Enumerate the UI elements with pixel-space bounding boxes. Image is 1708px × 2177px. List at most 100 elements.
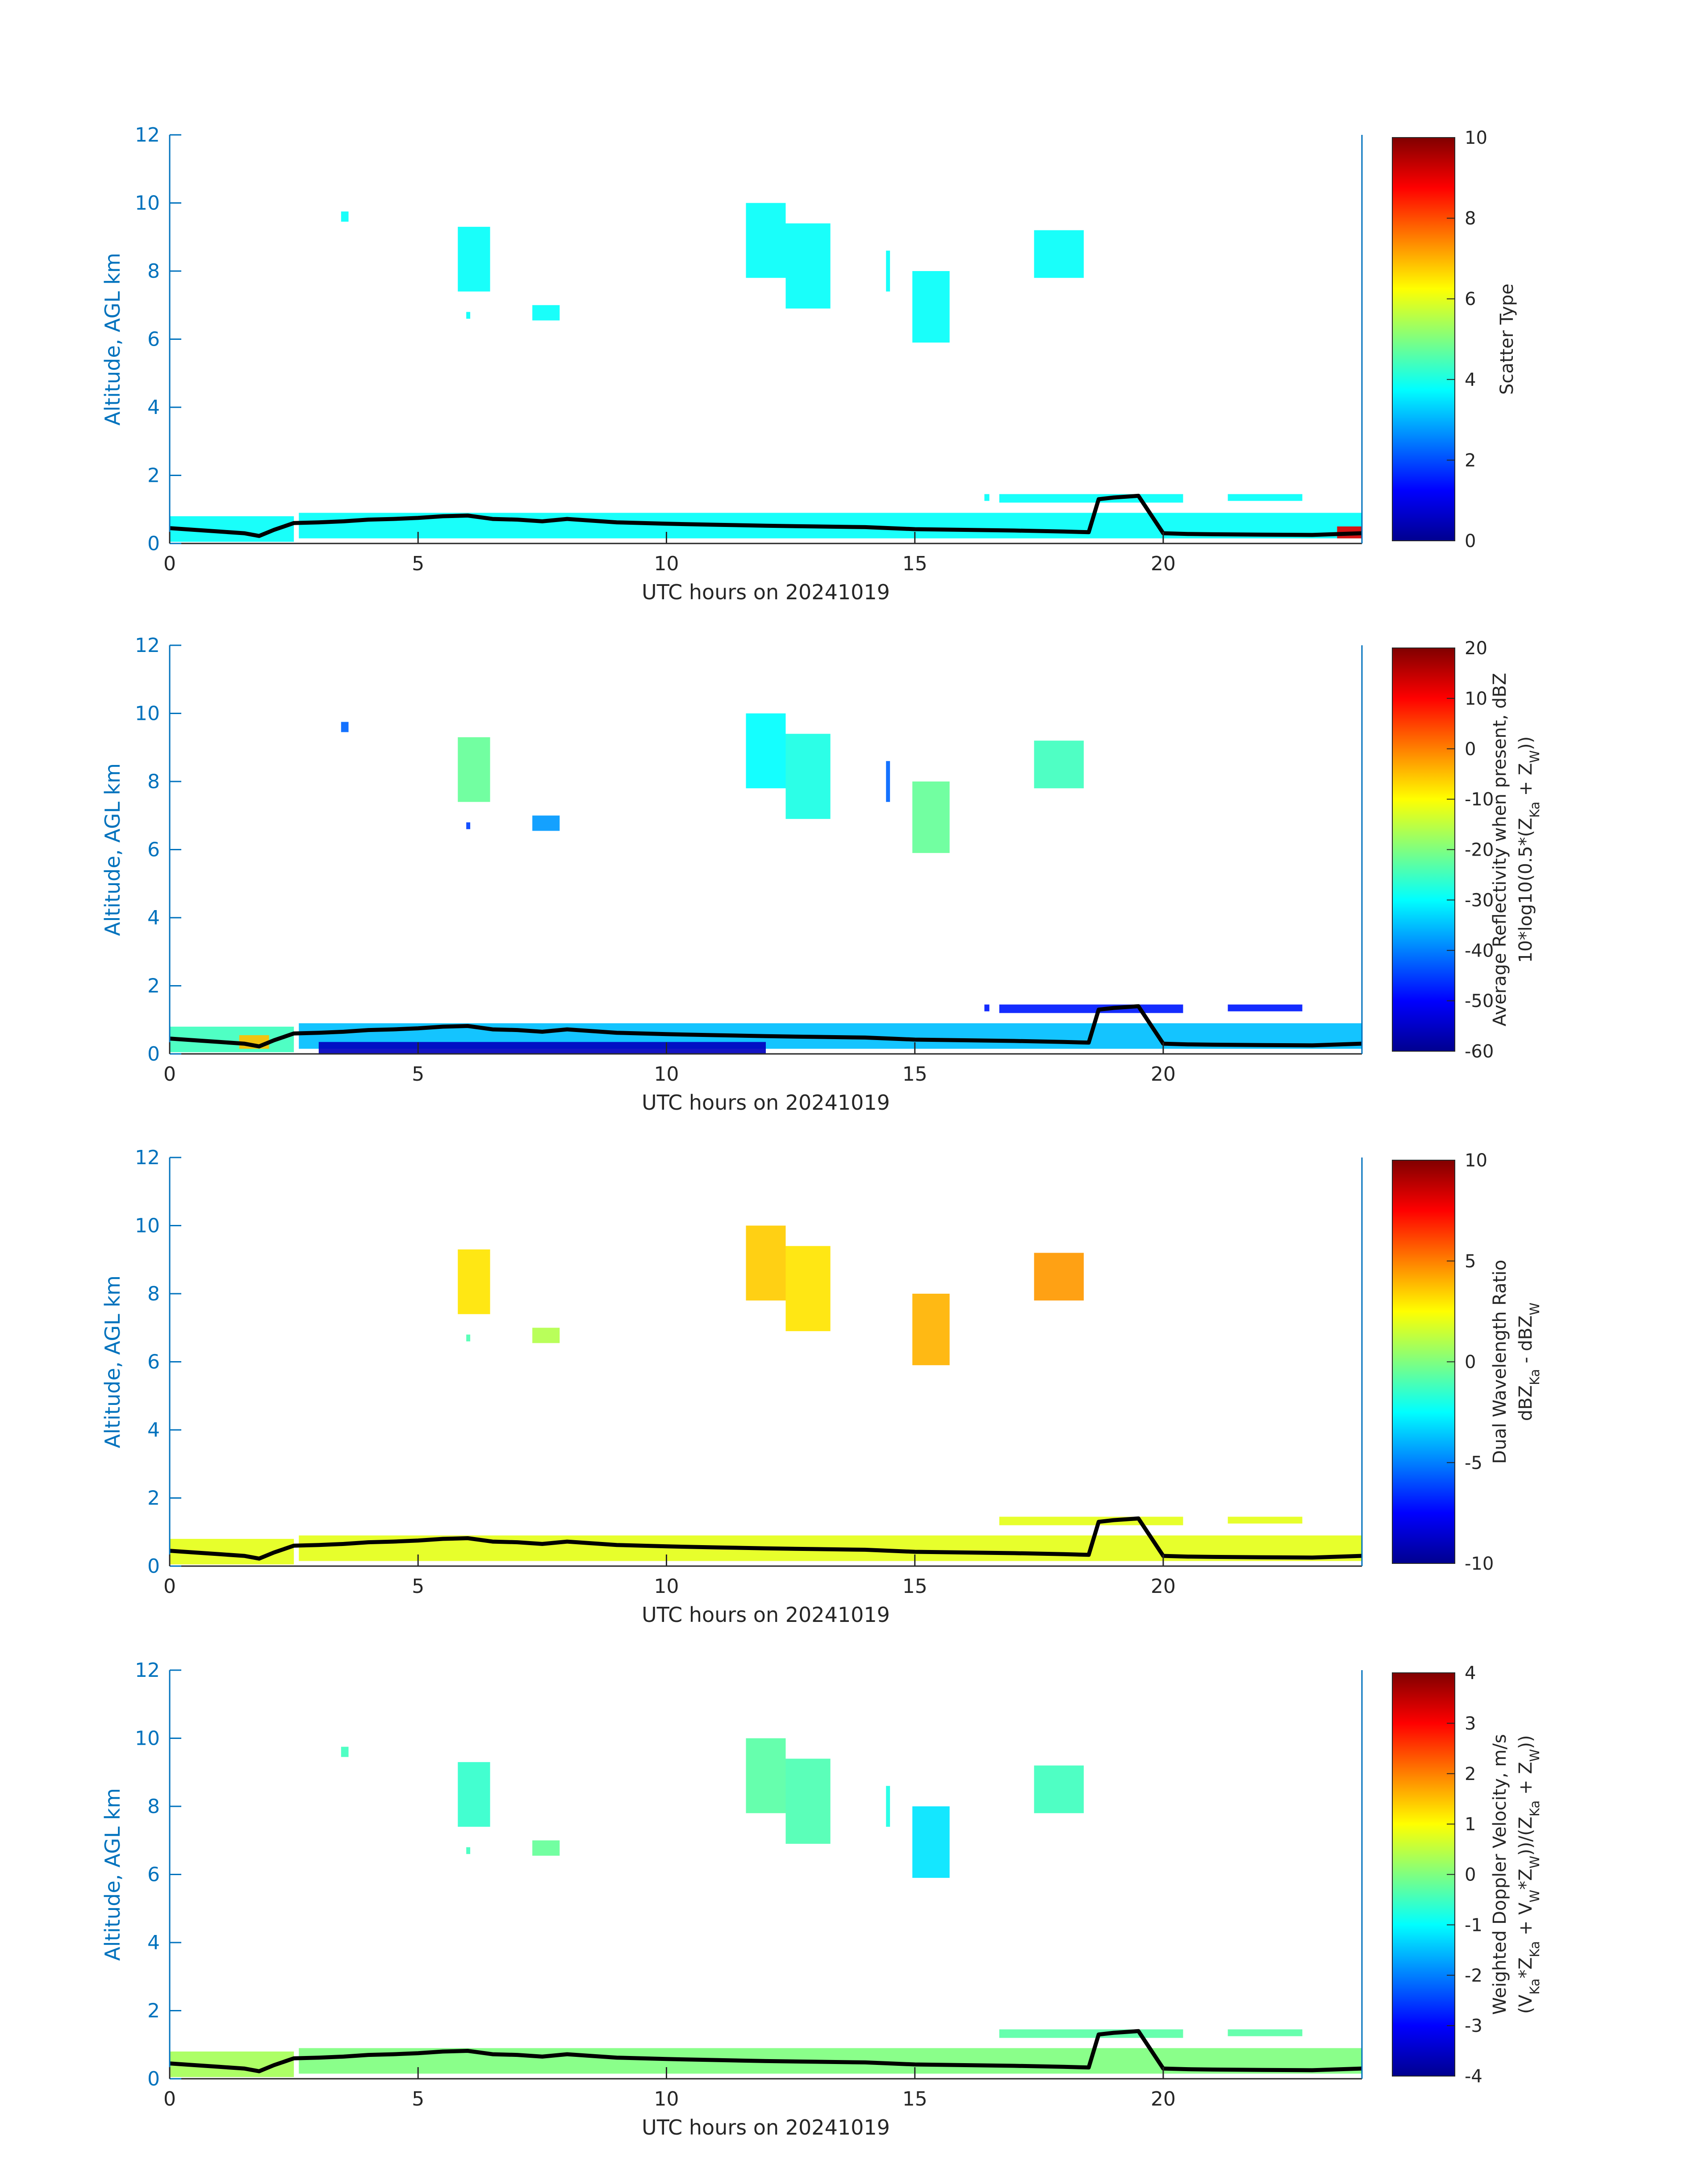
echo-layer (170, 1225, 1362, 1565)
echo-region (984, 1004, 990, 1011)
y-tick-label: 4 (147, 1931, 160, 1954)
y-tick-label: 2 (147, 1487, 160, 1510)
colorbar-tick-label: 6 (1465, 289, 1476, 309)
echo-region (341, 722, 349, 732)
echo-region (458, 1762, 490, 1827)
echo-region (912, 1294, 950, 1366)
echo-region (341, 1747, 349, 1757)
x-tick-label: 15 (902, 2088, 927, 2110)
y-tick-label: 12 (135, 1659, 160, 1682)
colorbar-tick-label: 10 (1465, 1150, 1487, 1171)
colorbar-tick-label: -50 (1465, 991, 1494, 1011)
x-tick-label: 10 (654, 2088, 679, 2110)
y-tick-label: 10 (135, 1727, 160, 1750)
y-tick-label: 0 (147, 1043, 160, 1066)
colorbar-tick-label: -5 (1465, 1453, 1482, 1473)
colorbar-label: Weighted Doppler Velocity, m/s (1490, 1734, 1510, 2015)
x-tick-label: 10 (654, 1575, 679, 1598)
y-tick-label: 10 (135, 1215, 160, 1237)
x-tick-label: 5 (412, 1575, 424, 1598)
colorbar-tick-label: -10 (1465, 790, 1494, 810)
echo-region (886, 251, 890, 292)
colorbar-tick-label: -40 (1465, 940, 1494, 961)
y-tick-label: 12 (135, 634, 160, 657)
y-tick-label: 6 (147, 839, 160, 861)
y-axis-label: Altitude, AGL km (100, 1788, 125, 1961)
y-tick-label: 12 (135, 124, 160, 146)
x-tick-label: 5 (412, 2088, 424, 2110)
x-tick-label: 15 (902, 1575, 927, 1598)
x-tick-label: 10 (654, 1063, 679, 1086)
echo-region (1034, 1765, 1084, 1813)
colorbar-tick-label: -30 (1465, 890, 1494, 911)
echo-layer (170, 713, 1362, 1053)
echo-region (532, 305, 560, 321)
y-tick-label: 8 (147, 770, 160, 793)
echo-region (458, 737, 490, 802)
colorbar-label: 10*log10(0.5*(ZKa + ZW)) (1516, 736, 1542, 963)
y-tick-label: 2 (147, 975, 160, 998)
colorbar-tick-label: 2 (1465, 1764, 1476, 1784)
echo-region (458, 226, 490, 292)
y-tick-label: 2 (147, 464, 160, 487)
colorbar-tick-label: 20 (1465, 638, 1487, 659)
cloud-base-line (169, 493, 1362, 538)
echo-region (1034, 230, 1084, 278)
x-axis-label: UTC hours on 20241019 (642, 1603, 890, 1627)
colorbar-tick-label: -10 (1465, 1554, 1494, 1574)
echo-region (466, 1334, 471, 1341)
colorbar-tick-label: -1 (1465, 1915, 1482, 1935)
y-tick-label: 4 (147, 907, 160, 929)
colorbar-tick-label: 1 (1465, 1814, 1476, 1835)
colorbar-tick-label: 10 (1465, 128, 1487, 148)
echo-region (318, 1042, 766, 1053)
cloud-base-line (169, 2029, 1362, 2073)
y-tick-label: 8 (147, 1283, 160, 1305)
y-tick-label: 4 (147, 396, 160, 419)
echo-region (999, 1517, 1183, 1525)
colorbar (1392, 1672, 1455, 2077)
echo-region (746, 1225, 786, 1301)
echo-region (746, 203, 786, 278)
x-tick-label: 0 (163, 552, 176, 575)
y-tick-label: 10 (135, 702, 160, 725)
x-tick-label: 20 (1151, 1575, 1176, 1598)
x-tick-label: 10 (654, 552, 679, 575)
echo-region (1228, 494, 1303, 501)
echo-region (466, 1847, 471, 1854)
echo-region (532, 1328, 560, 1343)
x-tick-label: 20 (1151, 1063, 1176, 1086)
echo-region (532, 815, 560, 831)
x-tick-label: 15 (902, 1063, 927, 1086)
colorbar-tick-label: 10 (1465, 689, 1487, 709)
colorbar-label: Scatter Type (1497, 284, 1517, 395)
echo-layer (170, 1738, 1362, 2077)
colorbar-tick-label: -60 (1465, 1041, 1494, 1062)
colorbar-tick-label: -3 (1465, 2016, 1482, 2036)
colorbar-tick-label: -4 (1465, 2066, 1482, 2087)
y-tick-label: 6 (147, 1864, 160, 1886)
x-tick-label: 20 (1151, 552, 1176, 575)
echo-region (341, 211, 349, 222)
colorbar-tick-label: 4 (1465, 370, 1476, 390)
echo-region (1228, 1517, 1303, 1524)
colorbar (1392, 648, 1455, 1052)
colorbar-tick-label: 0 (1465, 1865, 1476, 1885)
echo-region (746, 713, 786, 789)
echo-region (785, 1246, 831, 1331)
y-tick-label: 2 (147, 2000, 160, 2022)
y-tick-label: 8 (147, 1795, 160, 1818)
colorbar-tick-label: -20 (1465, 840, 1494, 861)
x-tick-label: 0 (163, 2088, 176, 2110)
x-tick-label: 5 (412, 1063, 424, 1086)
echo-layer (170, 203, 1362, 542)
colorbar-tick-label: 0 (1465, 1352, 1476, 1373)
y-tick-label: 8 (147, 260, 160, 283)
y-tick-label: 0 (147, 532, 160, 555)
echo-region (1228, 2029, 1303, 2036)
echo-region (466, 822, 471, 829)
x-axis-label: UTC hours on 20241019 (642, 580, 890, 604)
x-axis-label: UTC hours on 20241019 (642, 2115, 890, 2139)
x-axis-label: UTC hours on 20241019 (642, 1091, 890, 1115)
